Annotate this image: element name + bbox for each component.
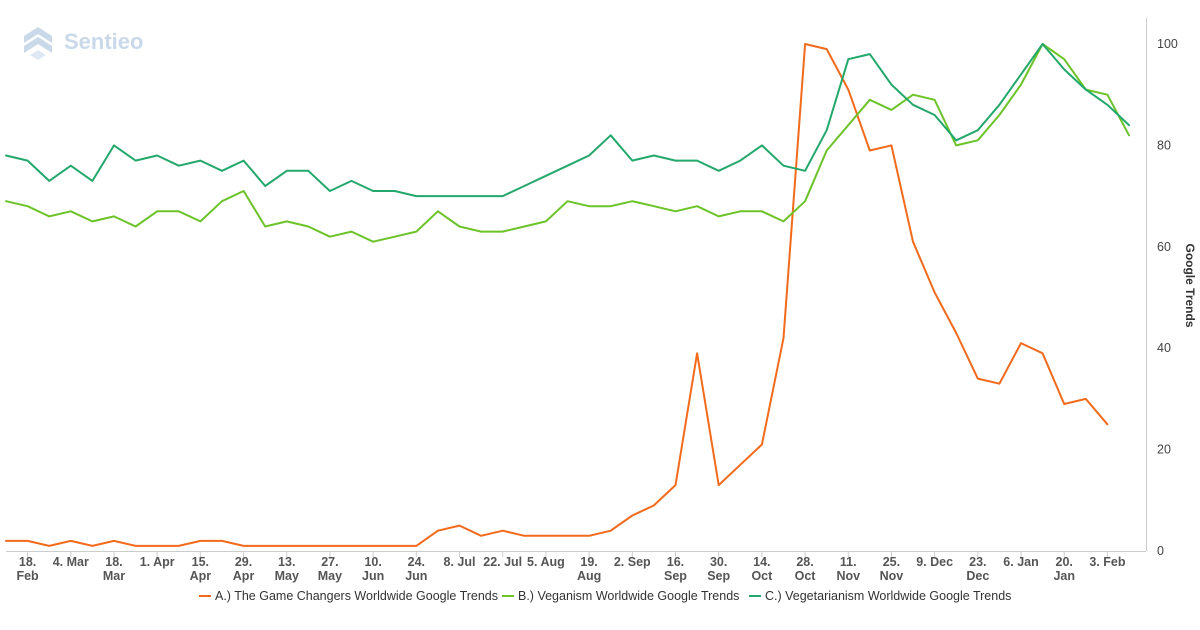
legend[interactable]: A.) The Game Changers Worldwide Google T… [199,589,1011,603]
sentieo-logo-text: Sentieo [64,29,143,54]
x-tick-label: 28. Oct [795,555,817,583]
x-tick-label: 6. Jan [1003,555,1038,569]
x-tick-label: 30. Sep [707,555,730,583]
x-tick-label: 24. Jun [405,555,427,583]
series-line-a[interactable] [5,43,1109,547]
x-tick-label: 16. Sep [664,555,687,583]
axes [6,18,1147,552]
x-tick-label: 8. Jul [444,555,476,569]
y-tick-label: 0 [1157,544,1164,558]
series-line-c[interactable] [5,43,1130,198]
x-tick-label: 15. Apr [190,555,212,583]
legend-item-b[interactable]: B.) Veganism Worldwide Google Trends [502,589,739,603]
x-tick-label: 18. Feb [16,555,39,583]
x-tick-label: 20. Jan [1053,555,1075,583]
x-tick-label: 14. Oct [751,555,773,583]
x-tick-label: 3. Feb [1089,555,1125,569]
series-line-b[interactable] [5,43,1130,243]
x-tick-label: 1. Apr [140,555,175,569]
x-tick-label: 25. Nov [880,555,904,583]
sentieo-logo: Sentieo [24,27,143,60]
x-tick-label: 11. Nov [836,555,860,583]
x-tick-label: 2. Sep [614,555,651,569]
legend-item-a[interactable]: A.) The Game Changers Worldwide Google T… [199,589,498,603]
legend-item-c[interactable]: C.) Vegetarianism Worldwide Google Trend… [749,589,1011,603]
x-tick-label: 13. May [275,555,299,583]
y-tick-label: 80 [1157,138,1171,152]
x-tick-label: 23. Dec [966,555,989,583]
x-tick-label: 19. Aug [577,555,601,583]
sentieo-logo-icon [24,27,52,60]
x-tick-label: 9. Dec [916,555,953,569]
x-tick-label: 10. Jun [362,555,384,583]
y-axis-title: Google Trends [1183,243,1197,327]
y-tick-label: 100 [1157,37,1178,51]
legend-label: C.) Vegetarianism Worldwide Google Trend… [765,589,1011,603]
series-lines [5,43,1130,547]
y-axis-ticks: 0 20 40 60 80 100 [1157,37,1178,558]
y-tick-label: 20 [1157,443,1171,457]
y-tick-label: 40 [1157,341,1171,355]
x-tick-label: 29. Apr [233,555,255,583]
x-tick-label: 22. Jul [483,555,522,569]
x-tick-label: 5. Aug [527,555,565,569]
x-axis-ticks: 18. Feb 4. Mar 18. Mar 1. Apr 15. Apr 29. Apr 13. M… [16,551,1126,583]
legend-label: B.) Veganism Worldwide Google Trends [518,589,739,603]
x-tick-label: 18. Mar [103,555,125,583]
legend-label: A.) The Game Changers Worldwide Google T… [215,589,498,603]
x-tick-label: 27. May [318,555,342,583]
x-tick-label: 4. Mar [53,555,89,569]
y-tick-label: 60 [1157,240,1171,254]
